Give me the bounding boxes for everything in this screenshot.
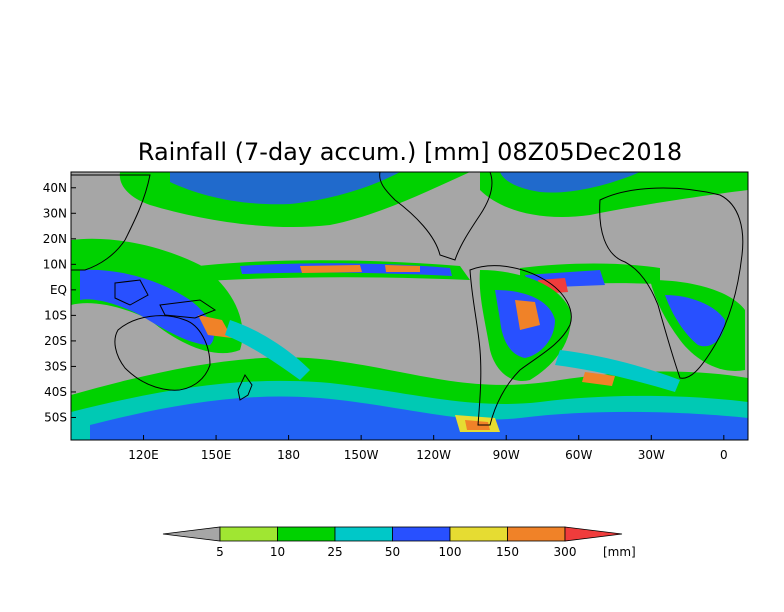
longitude-axis: 120E150E180150W120W90W60W30W030E xyxy=(128,435,728,462)
colorbar-label: 100 xyxy=(439,545,462,559)
colorbar: 5 10 25 50 100 150 300 [mm] xyxy=(162,526,636,559)
maritime-continent-heavy xyxy=(198,315,232,338)
colorbar-label: 25 xyxy=(327,545,342,559)
colorbar-bin xyxy=(449,526,508,542)
coastline-africa xyxy=(599,187,744,379)
coastline-new-guinea xyxy=(159,299,217,319)
lat-tick-label: 10N xyxy=(43,257,67,271)
lon-tick-label: 90W xyxy=(493,448,520,462)
storm-track-heavy xyxy=(90,396,748,440)
north-atlantic-core xyxy=(500,172,640,193)
map-frame xyxy=(70,171,749,441)
north-pacific-core xyxy=(170,172,400,205)
colorbar-bin xyxy=(277,526,336,542)
coastlines xyxy=(71,172,744,426)
colorbar-label: 5 xyxy=(216,545,224,559)
lat-tick-label: EQ xyxy=(50,283,67,297)
lon-tick-label: 180 xyxy=(277,448,300,462)
coastline-new-zealand xyxy=(237,374,253,401)
colorbar-bin xyxy=(507,526,566,542)
lon-tick-label: 120E xyxy=(128,448,159,462)
colorbar-label: 150 xyxy=(496,545,519,559)
maritime-continent-core xyxy=(80,269,214,345)
lat-tick-label: 30N xyxy=(43,206,67,220)
colorbar-unit: [mm] xyxy=(603,545,636,559)
spcz xyxy=(225,320,310,380)
lat-tick-label: 50S xyxy=(44,410,67,424)
latitude-axis: 40N 30N 20N 10N EQ 10S 20S 30S 40S 50S xyxy=(43,181,76,424)
lon-tick-label: 150E xyxy=(201,448,232,462)
rainfall-map xyxy=(70,171,749,441)
coastline-north-america xyxy=(379,172,493,261)
precip-field xyxy=(71,172,748,440)
chart-title: Rainfall (7-day accum.) [mm] 08Z05Dec201… xyxy=(138,138,682,166)
south-atlantic-heavy xyxy=(582,372,615,386)
south-america-heavy xyxy=(515,300,540,330)
lat-tick-label: 40S xyxy=(44,385,67,399)
lon-tick-label: 0 xyxy=(720,448,728,462)
colorbar-bin xyxy=(334,526,393,542)
lat-tick-label: 40N xyxy=(43,181,67,195)
coastline-south-america xyxy=(469,265,572,426)
colorbar-label: 50 xyxy=(385,545,400,559)
africa-core xyxy=(665,295,725,347)
coastline-borneo xyxy=(114,279,149,306)
colorbar-low-arrow xyxy=(162,526,221,542)
lat-tick-label: 20S xyxy=(44,334,67,348)
south-atlantic-band xyxy=(555,350,680,392)
lat-tick-label: 30S xyxy=(44,359,67,373)
colorbar-bin xyxy=(392,526,451,542)
lon-tick-label: 120W xyxy=(416,448,451,462)
lon-tick-label: 60W xyxy=(565,448,592,462)
lon-tick-label: 30W xyxy=(638,448,665,462)
colorbar-bin xyxy=(219,526,278,542)
lon-tick-label: 150W xyxy=(344,448,379,462)
colorbar-label: 300 xyxy=(554,545,577,559)
lat-tick-label: 20N xyxy=(43,232,67,246)
itcz-pacific-heavy xyxy=(300,265,420,273)
lat-tick-label: 10S xyxy=(44,308,67,322)
colorbar-label: 10 xyxy=(270,545,285,559)
coastline-asia xyxy=(71,174,151,271)
coastline-australia xyxy=(114,315,211,391)
colorbar-high-arrow xyxy=(564,526,623,542)
